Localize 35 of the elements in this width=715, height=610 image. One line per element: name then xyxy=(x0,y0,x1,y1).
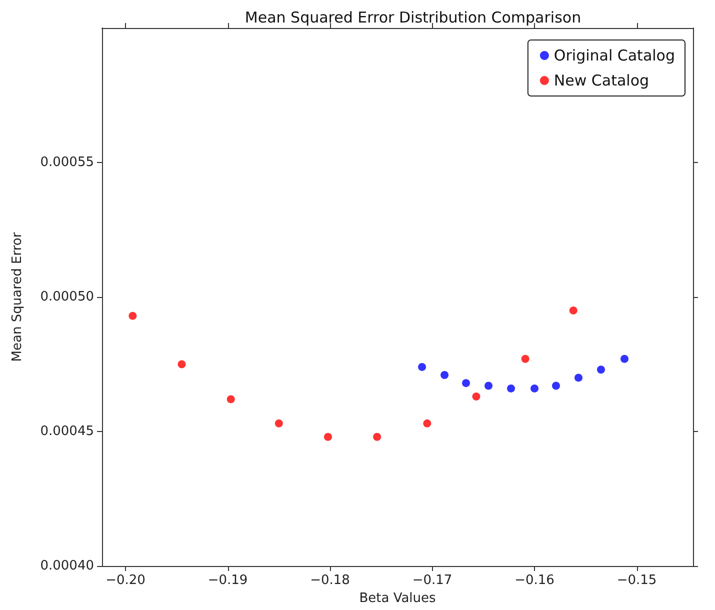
x-tick-label: −0.18 xyxy=(310,573,350,588)
point xyxy=(507,384,515,392)
point xyxy=(574,374,582,382)
legend-label: New Catalog xyxy=(554,72,650,90)
point xyxy=(373,432,382,441)
point xyxy=(530,384,539,392)
y-tick-label: 0.00050 xyxy=(40,290,94,304)
point xyxy=(128,312,137,320)
x-tick-label: −0.19 xyxy=(208,573,248,588)
y-tick-label: 0.00040 xyxy=(40,558,94,574)
point xyxy=(552,382,560,390)
point xyxy=(596,366,605,374)
x-axis-title: Beta Values xyxy=(359,591,436,606)
point xyxy=(324,432,332,441)
point xyxy=(226,395,235,404)
point xyxy=(521,354,530,363)
point xyxy=(462,379,470,388)
y-tick-label: 0.00045 xyxy=(40,424,94,439)
x-tick-label: −0.20 xyxy=(106,573,146,588)
x-tick-label: −0.15 xyxy=(616,573,657,588)
point xyxy=(484,382,492,390)
legend-label: Original Catalog xyxy=(554,46,676,64)
y-tick-label: 0.00055 xyxy=(40,155,94,170)
point xyxy=(178,360,186,368)
point xyxy=(274,419,283,428)
point xyxy=(440,371,449,380)
x-tick-label: −0.16 xyxy=(514,573,554,588)
y-axis-title: Mean Squared Error xyxy=(10,232,25,362)
point xyxy=(472,392,480,401)
chart-title: Mean Squared Error Distribution Comparison xyxy=(244,8,582,26)
x-tick-label: −0.17 xyxy=(412,573,452,588)
point xyxy=(423,419,432,428)
point xyxy=(569,306,578,314)
point xyxy=(418,362,426,371)
point xyxy=(620,354,628,363)
